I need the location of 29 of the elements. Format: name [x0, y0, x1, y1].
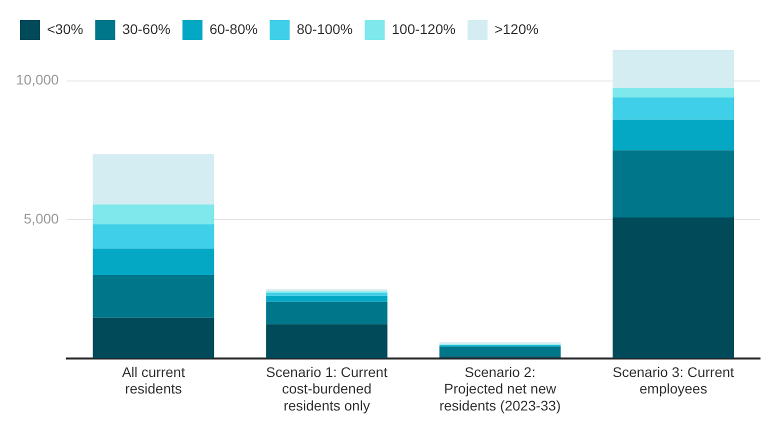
legend-label: 30-60% — [122, 20, 170, 37]
legend-label: 100-120% — [392, 20, 456, 37]
bar — [92, 204, 214, 224]
legend-label: >120% — [494, 20, 539, 37]
legend-label: <30% — [47, 20, 84, 37]
bar — [612, 88, 734, 98]
bar — [92, 154, 214, 204]
bar — [92, 274, 214, 318]
bar — [612, 150, 734, 218]
bar — [92, 248, 214, 275]
bar — [92, 318, 214, 358]
y-tick-label: 10,000 — [16, 72, 60, 88]
bar — [612, 120, 734, 150]
legend-label: 80-100% — [296, 20, 353, 37]
bar — [612, 217, 734, 358]
x-tick-label: Scenario 1: Current cost-burdened residents only — [266, 364, 388, 414]
bar — [266, 296, 388, 302]
legend-label: 60-80% — [209, 20, 258, 37]
x-tick-label: All current residents — [122, 364, 186, 397]
x-tick-label: Scenario 3: Current employees — [612, 364, 734, 397]
bar — [266, 302, 388, 324]
y-tick-label: 5,000 — [24, 210, 60, 227]
bar — [266, 293, 388, 296]
bar — [439, 346, 561, 356]
bar — [612, 50, 734, 88]
bar — [612, 98, 734, 120]
bar — [266, 324, 388, 358]
bar — [92, 224, 214, 249]
x-tick-label: Scenario 2: Projected net new residents (2023-33) — [439, 364, 561, 414]
